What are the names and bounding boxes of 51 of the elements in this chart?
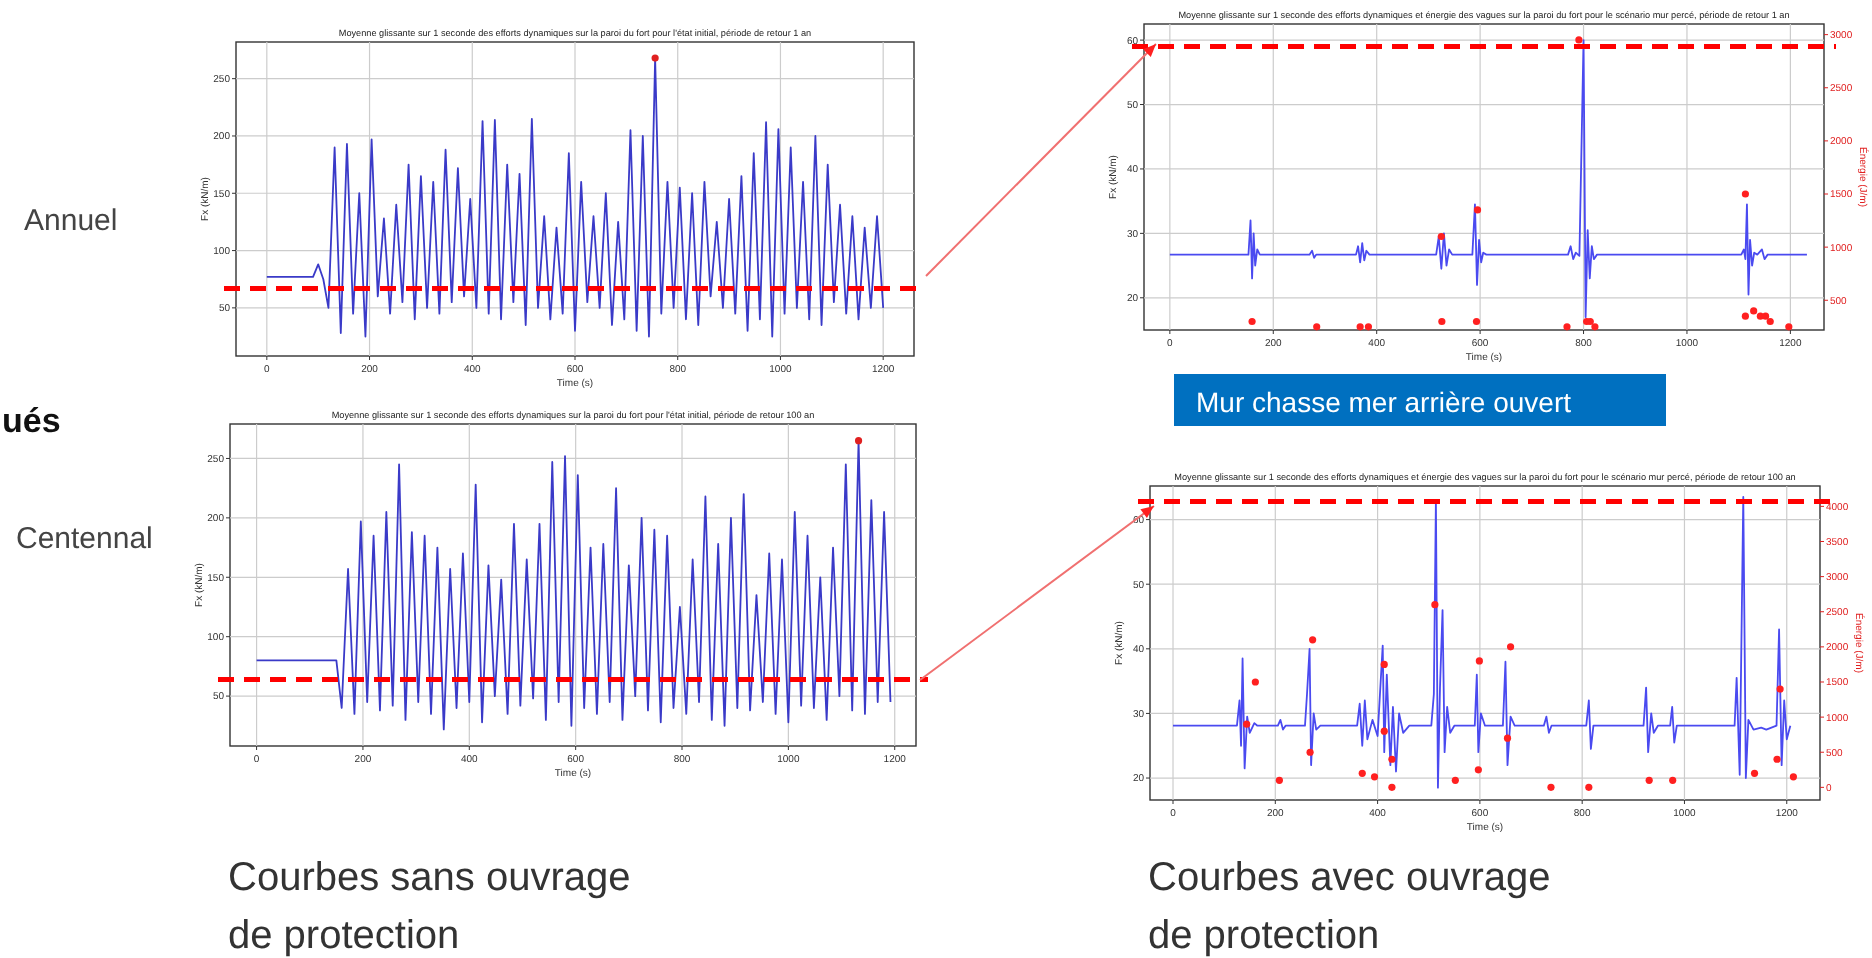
text: Mur chasse mer arrière ouvert xyxy=(1196,386,1572,418)
point xyxy=(1356,323,1364,331)
point xyxy=(1309,636,1317,644)
point xyxy=(1358,769,1366,777)
text: ués xyxy=(2,402,61,440)
point xyxy=(1306,748,1314,756)
point xyxy=(1741,312,1749,320)
point xyxy=(1251,678,1259,686)
point xyxy=(1380,660,1388,669)
point xyxy=(1275,776,1283,784)
point xyxy=(1563,323,1571,331)
point xyxy=(1380,727,1388,735)
point xyxy=(1388,783,1396,791)
point xyxy=(1585,783,1593,791)
point xyxy=(1364,323,1373,331)
text: Courbes sans ouvrage de protection xyxy=(228,856,631,958)
point xyxy=(1473,206,1482,214)
point xyxy=(1785,323,1793,331)
point xyxy=(1575,36,1583,44)
point xyxy=(1438,317,1446,326)
point xyxy=(1313,323,1321,331)
text: Centennal xyxy=(16,522,153,556)
point xyxy=(1776,685,1784,693)
point xyxy=(1750,769,1759,777)
point xyxy=(1591,323,1599,331)
point xyxy=(1474,766,1482,774)
point xyxy=(1669,776,1677,784)
line-series xyxy=(265,57,885,338)
point xyxy=(1243,720,1251,728)
point xyxy=(1437,232,1445,241)
point xyxy=(1766,317,1774,326)
point xyxy=(1789,773,1797,781)
point xyxy=(1761,312,1770,320)
line-series xyxy=(1172,496,1792,789)
point xyxy=(1645,776,1653,784)
text: Courbes avec ouvrage de protection xyxy=(1148,856,1551,958)
point xyxy=(1773,755,1781,763)
point xyxy=(1431,601,1439,609)
point xyxy=(1248,317,1256,326)
point xyxy=(1750,307,1758,315)
point xyxy=(1503,734,1512,742)
point xyxy=(1451,776,1459,784)
point xyxy=(1741,190,1749,198)
point xyxy=(1388,755,1396,763)
line-series xyxy=(255,439,892,731)
point xyxy=(1370,773,1379,781)
point xyxy=(1475,657,1483,665)
point xyxy=(1547,783,1555,791)
point xyxy=(1472,317,1481,326)
point xyxy=(1506,643,1515,651)
text: Annuel xyxy=(24,204,118,238)
